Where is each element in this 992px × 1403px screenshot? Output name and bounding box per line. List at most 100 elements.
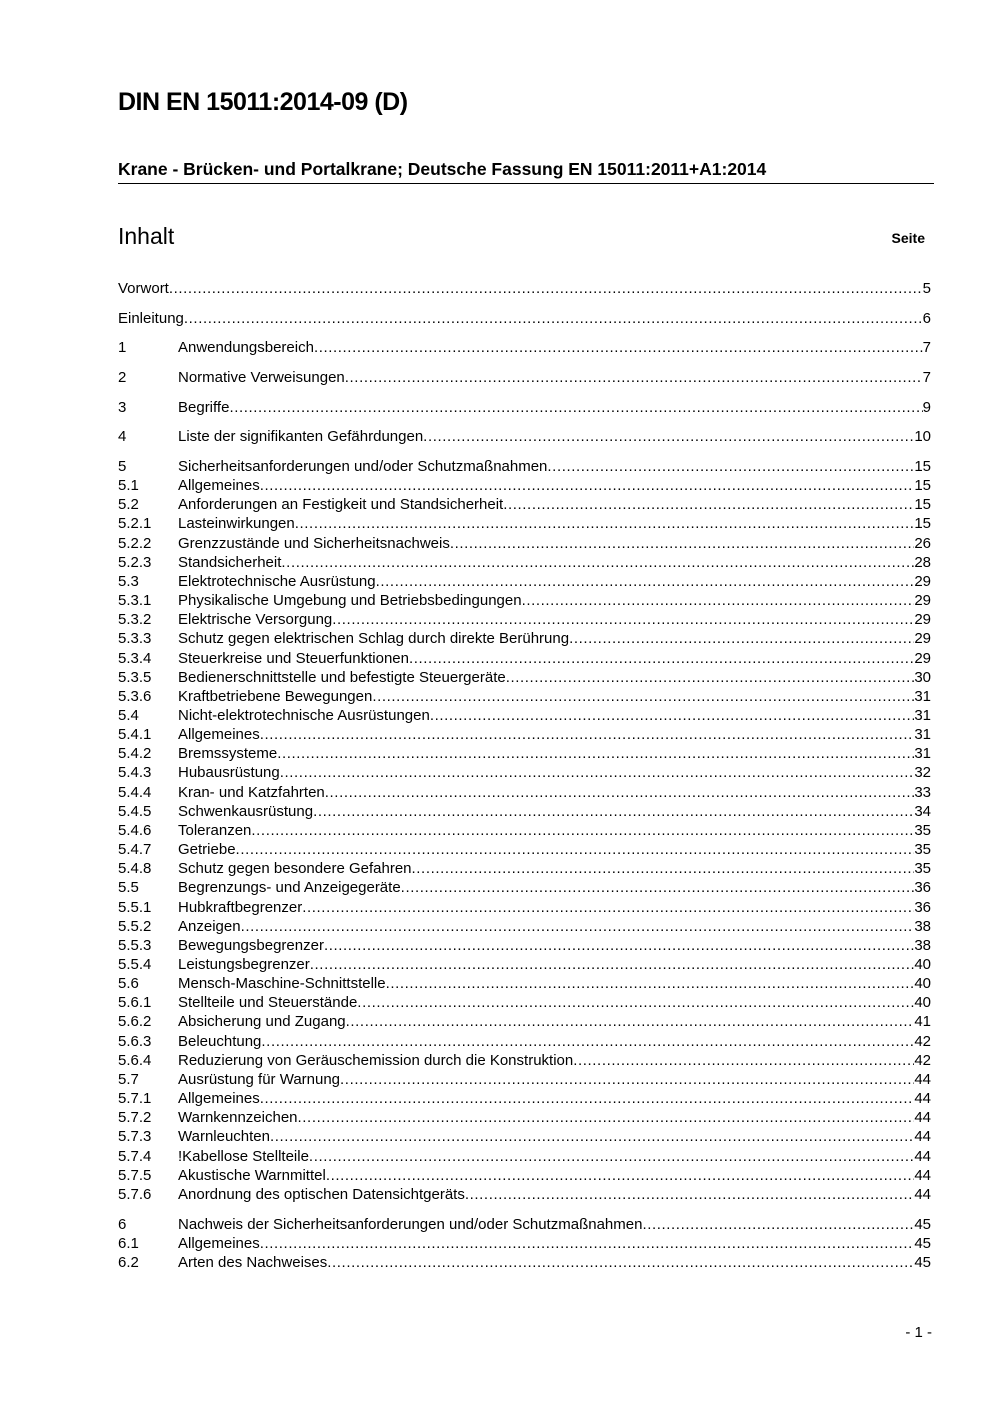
toc-entry[interactable]: 5.4.8 Schutz gegen besondere Gefahren 35 <box>118 859 931 878</box>
toc-entry[interactable]: 5.4.5 Schwenkausrüstung 34 <box>118 802 931 821</box>
toc-entry[interactable]: 5.3.4 Steuerkreise und Steuerfunktionen 29 <box>118 649 931 668</box>
dot-leader <box>261 1032 914 1051</box>
toc-entry[interactable]: 5.5.1 Hubkraftbegrenzer 36 <box>118 898 931 917</box>
toc-group: 4 Liste der signifikanten Gefährdungen 10 <box>118 427 931 446</box>
toc-entry[interactable]: 5.1 Allgemeines 15 <box>118 476 931 495</box>
toc-entry[interactable]: 6.1 Allgemeines 45 <box>118 1234 931 1253</box>
toc-entry-title: Leistungsbegrenzer <box>178 956 310 973</box>
toc-entry[interactable]: 4 Liste der signifikanten Gefährdungen 10 <box>118 427 931 446</box>
dot-leader <box>260 1089 915 1108</box>
toc-entry-number: 1 <box>118 339 127 357</box>
dot-leader <box>573 1051 914 1070</box>
toc-entry-page: 35 <box>914 860 931 878</box>
toc-entry[interactable]: Vorwort 5 <box>118 279 931 298</box>
toc-entry[interactable]: 5.7.3 Warnleuchten 44 <box>118 1127 931 1146</box>
dot-leader <box>340 1070 914 1089</box>
toc-entry[interactable]: 5.4 Nicht-elektrotechnische Ausrüstungen 3… <box>118 706 931 725</box>
toc-group: Vorwort 5 <box>118 279 931 298</box>
toc-entry[interactable]: 5.7.5 Akustische Warnmittel 44 <box>118 1166 931 1185</box>
toc-entry-title: Anordnung des optischen Datensichtgeräts <box>178 1185 465 1203</box>
toc-entry-number: 6.1 <box>118 1234 139 1252</box>
toc-entry[interactable]: 5.4.3 Hubausrüstung 32 <box>118 763 931 782</box>
toc-entry[interactable]: 5.2.3 Standsicherheit 28 <box>118 553 931 572</box>
toc-entry-title: Reduzierung von Geräuschemission durch d… <box>178 1051 574 1069</box>
toc-entry[interactable]: 5.7.1 Allgemeines 44 <box>118 1089 931 1108</box>
toc-entry-title: Toleranzen <box>178 821 252 839</box>
toc-entry[interactable]: 5.7.2 Warnkennzeichen 44 <box>118 1108 931 1127</box>
toc-entry[interactable]: 5.6.1 Stellteile und Steuerstände 40 <box>118 993 931 1012</box>
toc-entry-page: 33 <box>914 783 931 801</box>
toc-entry[interactable]: 5.5.2 Anzeigen 38 <box>118 917 931 936</box>
dot-leader <box>313 802 914 821</box>
toc-entry[interactable]: 5.3.3 Schutz gegen elektrischen Schlag du… <box>118 629 931 648</box>
toc-entry-title: Begrenzungs- und Anzeigegeräte <box>178 879 401 897</box>
toc-entry[interactable]: 5.2.2 Grenzzustände und Sicherheitsnachwe… <box>118 534 931 553</box>
dot-leader <box>314 338 923 357</box>
toc-entry[interactable]: 5.4.1 Allgemeines 31 <box>118 725 931 744</box>
toc-entry[interactable]: 5.6.2 Absicherung und Zugang 41 <box>118 1012 931 1031</box>
toc-entry[interactable]: 5.7 Ausrüstung für Warnung 44 <box>118 1070 931 1089</box>
toc-entry-title: Kran- und Katzfahrten <box>178 783 325 801</box>
toc-entry-page: 44 <box>914 1128 931 1146</box>
toc-entry[interactable]: 5.3.2 Elektrische Versorgung 29 <box>118 610 931 629</box>
toc-entry[interactable]: 5 Sicherheitsanforderungen und/oder Schut… <box>118 457 931 476</box>
toc-entry[interactable]: 5.7.4 !Kabellose Stellteile 44 <box>118 1147 931 1166</box>
toc-entry-page: 42 <box>914 1051 931 1069</box>
table-of-contents: Vorwort 5 Einleitung 6 1 Anwendungsbereich 7 2 N… <box>118 279 931 1283</box>
toc-entry-page: 31 <box>914 726 931 744</box>
toc-entry[interactable]: 5.6 Mensch-Maschine-Schnittstelle 40 <box>118 974 931 993</box>
toc-entry[interactable]: 5.4.4 Kran- und Katzfahrten 33 <box>118 783 931 802</box>
toc-entry[interactable]: 5.3.1 Physikalische Umgebung und Betriebs… <box>118 591 931 610</box>
toc-entry-number: 5.4.3 <box>118 764 152 782</box>
toc-entry[interactable]: 5.2.1 Lasteinwirkungen 15 <box>118 514 931 533</box>
toc-entry-number: 5.4.5 <box>118 802 152 820</box>
toc-entry[interactable]: 5.6.3 Beleuchtung 42 <box>118 1032 931 1051</box>
toc-entry-title: Schutz gegen besondere Gefahren <box>178 860 412 878</box>
toc-entry-page: 41 <box>914 1013 931 1031</box>
toc-entry[interactable]: 5.3.5 Bedienerschnittstelle und befestigt… <box>118 668 931 687</box>
toc-entry-page: 44 <box>914 1090 931 1108</box>
toc-entry[interactable]: 5.4.2 Bremssysteme 31 <box>118 744 931 763</box>
dot-leader <box>280 763 915 782</box>
toc-entry-page: 28 <box>914 553 931 571</box>
toc-entry-page: 5 <box>922 280 931 297</box>
toc-entry-page: 42 <box>914 1032 931 1050</box>
toc-entry[interactable]: 2 Normative Verweisungen 7 <box>118 368 931 387</box>
toc-entry[interactable]: 6.2 Arten des Nachweises 45 <box>118 1253 931 1272</box>
toc-entry[interactable]: 3 Begriffe 9 <box>118 398 931 417</box>
toc-entry[interactable]: 5.5 Begrenzungs- und Anzeigegeräte 36 <box>118 878 931 897</box>
toc-entry-page: 40 <box>914 975 931 993</box>
dot-leader <box>506 668 915 687</box>
toc-entry[interactable]: 5.5.4 Leistungsbegrenzer 40 <box>118 955 931 974</box>
toc-entry[interactable]: Einleitung 6 <box>118 309 931 328</box>
toc-entry[interactable]: 5.4.6 Toleranzen 35 <box>118 821 931 840</box>
toc-entry-page: 10 <box>914 428 931 446</box>
toc-entry-page: 30 <box>914 668 931 686</box>
toc-entry[interactable]: 5.3.6 Kraftbetriebene Bewegungen 31 <box>118 687 931 706</box>
toc-group: 2 Normative Verweisungen 7 <box>118 368 931 387</box>
toc-entry-number: 5.2.2 <box>118 534 152 552</box>
dot-leader <box>236 840 915 859</box>
dot-leader <box>450 534 914 553</box>
toc-entry-number: 5 <box>118 457 127 475</box>
toc-entry-number: 6 <box>118 1215 127 1233</box>
toc-entry[interactable]: 5.2 Anforderungen an Festigkeit und Stand… <box>118 495 931 514</box>
toc-entry-number: 5.3.5 <box>118 668 152 686</box>
toc-entry[interactable]: 5.5.3 Bewegungsbegrenzer 38 <box>118 936 931 955</box>
toc-entry-number: 5.5.2 <box>118 917 152 935</box>
toc-entry[interactable]: 5.4.7 Getriebe 35 <box>118 840 931 859</box>
toc-entry-number: 5.6.1 <box>118 994 152 1012</box>
toc-entry-number: 5.4.2 <box>118 745 152 763</box>
toc-entry[interactable]: 5.3 Elektrotechnische Ausrüstung 29 <box>118 572 931 591</box>
dot-leader <box>229 398 922 417</box>
toc-entry-number: 5.5.4 <box>118 956 152 973</box>
dot-leader <box>298 1108 915 1127</box>
toc-entry[interactable]: 1 Anwendungsbereich 7 <box>118 338 931 357</box>
toc-entry[interactable]: 5.6.4 Reduzierung von Geräuschemission du… <box>118 1051 931 1070</box>
dot-leader <box>277 744 914 763</box>
toc-entry[interactable]: 6 Nachweis der Sicherheitsanforderungen u… <box>118 1215 931 1234</box>
toc-entry[interactable]: 5.7.6 Anordnung des optischen Datensichtg… <box>118 1185 931 1204</box>
toc-group: 6 Nachweis der Sicherheitsanforderungen u… <box>118 1215 931 1272</box>
toc-entry-page: 44 <box>914 1166 931 1184</box>
document-title: DIN EN 15011:2014-09 (D) <box>118 88 408 116</box>
